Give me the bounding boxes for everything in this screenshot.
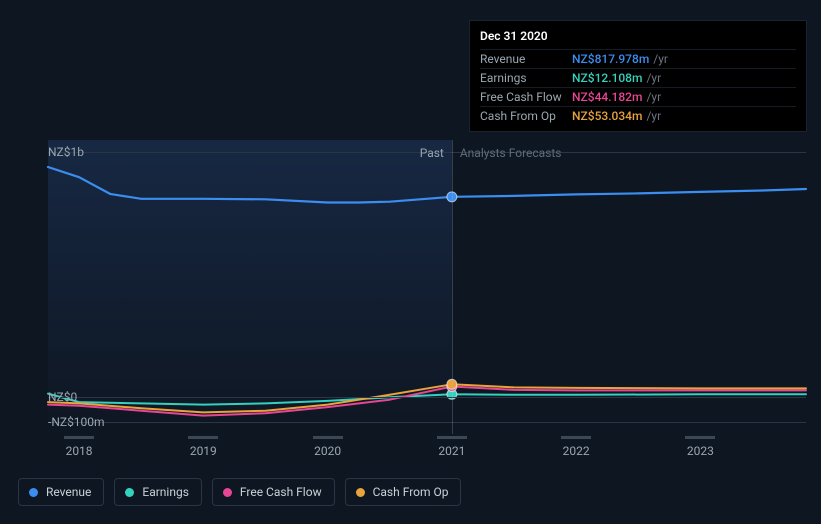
x-tick-bar xyxy=(64,436,94,439)
tooltip-row: RevenueNZ$817.978m/yr xyxy=(480,49,796,68)
x-tick-bar xyxy=(685,436,715,439)
tooltip-label: Cash From Op xyxy=(480,109,572,123)
tooltip-label: Free Cash Flow xyxy=(480,90,572,104)
tooltip-row: Free Cash FlowNZ$44.182m/yr xyxy=(480,87,796,106)
legend-dot-icon xyxy=(356,488,365,497)
tooltip-suffix: /yr xyxy=(653,52,668,66)
legend-label: Cash From Op xyxy=(373,485,449,499)
legend-dot-icon xyxy=(125,488,134,497)
x-tick-bar xyxy=(313,436,343,439)
legend-dot-icon xyxy=(223,488,232,497)
x-tick-bar xyxy=(437,436,467,439)
x-axis-label: 2019 xyxy=(190,444,217,458)
gridline xyxy=(48,422,806,423)
legend-dot-icon xyxy=(29,488,38,497)
chart-svg xyxy=(18,140,806,434)
tooltip-value: NZ$817.978m xyxy=(572,52,649,66)
tooltip-value: NZ$53.034m xyxy=(572,109,642,123)
tooltip-panel: Dec 31 2020 RevenueNZ$817.978m/yrEarning… xyxy=(469,20,807,132)
legend-item[interactable]: Free Cash Flow xyxy=(212,478,335,506)
legend-label: Revenue xyxy=(46,485,91,499)
x-axis-label: 2018 xyxy=(66,444,93,458)
chart-area: NZ$1b NZ$0 -NZ$100m Past Analysts Forecasts xyxy=(18,140,806,434)
y-axis-label: -NZ$100m xyxy=(48,415,54,429)
tooltip-suffix: /yr xyxy=(646,71,661,85)
x-tick-bar xyxy=(188,436,218,439)
legend: Revenue Earnings Free Cash Flow Cash From O… xyxy=(18,478,461,506)
legend-item[interactable]: Revenue xyxy=(18,478,104,506)
legend-item[interactable]: Cash From Op xyxy=(345,478,462,506)
x-tick-bar xyxy=(561,436,591,439)
tooltip-label: Revenue xyxy=(480,52,572,66)
past-forecast-divider xyxy=(452,140,453,434)
x-axis: 2018 2019 2020 2021 2022 2023 xyxy=(48,444,806,464)
past-label: Past xyxy=(420,146,444,160)
legend-item[interactable]: Earnings xyxy=(114,478,202,506)
legend-label: Earnings xyxy=(142,485,189,499)
x-axis-label: 2021 xyxy=(438,444,465,458)
y-axis-label: NZ$1b xyxy=(48,145,54,159)
tooltip-title: Dec 31 2020 xyxy=(480,29,796,43)
tooltip-row: Cash From OpNZ$53.034m/yr xyxy=(480,106,796,125)
x-axis-label: 2023 xyxy=(687,444,714,458)
legend-label: Free Cash Flow xyxy=(240,485,322,499)
y-axis-label: NZ$0 xyxy=(48,390,54,404)
x-axis-label: 2022 xyxy=(563,444,590,458)
tooltip-label: Earnings xyxy=(480,71,572,85)
x-axis-label: 2020 xyxy=(314,444,341,458)
tooltip-row: EarningsNZ$12.108m/yr xyxy=(480,68,796,87)
tooltip-suffix: /yr xyxy=(646,90,661,104)
tooltip-value: NZ$44.182m xyxy=(572,90,642,104)
forecast-label: Analysts Forecasts xyxy=(460,146,562,160)
tooltip-suffix: /yr xyxy=(646,109,661,123)
gridline xyxy=(48,397,806,398)
tooltip-value: NZ$12.108m xyxy=(572,71,642,85)
